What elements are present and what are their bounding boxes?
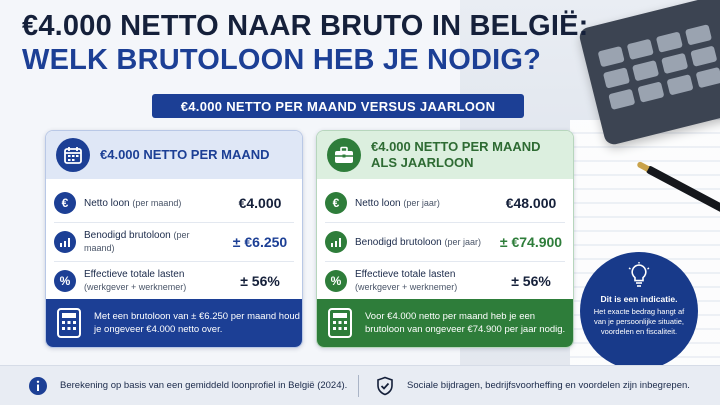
card-monthly-title: €4.000 NETTO PER MAAND (100, 147, 270, 162)
divider (325, 222, 565, 223)
subtitle-banner: €4.000 NETTO PER MAAND VERSUS JAARLOON (152, 94, 524, 118)
row-label-period: (werkgever + werknemer) (355, 281, 458, 292)
row-netto-monthly: € Netto loon (per maand) €4.000 (46, 185, 302, 221)
row-lasten-monthly: % Effectieve totale lasten (werkgever + w… (46, 263, 302, 299)
card-monthly-header: €4.000 NETTO PER MAAND (46, 131, 302, 179)
row-label: Benodigd brutoloon (355, 236, 442, 248)
row-bruto-monthly: Benodigd brutoloon (per maand) ± €6.250 (46, 224, 302, 260)
row-label: Effectieve totale lasten (84, 268, 185, 280)
card-yearly-title: €4.000 NETTO PER MAAND ALS JAARLOON (371, 139, 541, 170)
page-title-line-1: €4.000 NETTO NAAR BRUTO IN BELGIË: (22, 10, 589, 42)
divider (54, 222, 294, 223)
calculator-icon (57, 308, 81, 338)
row-label: Netto loon (355, 197, 401, 209)
row-netto-yearly: € Netto loon (per jaar) €48.000 (317, 185, 573, 221)
bottom-bar: Berekening op basis van een gemiddeld lo… (0, 365, 720, 405)
card-yearly-header: €4.000 NETTO PER MAAND ALS JAARLOON (317, 131, 573, 179)
indication-badge: Dit is een indicatie. Het exacte bedrag … (580, 252, 698, 370)
indication-title: Dit is een indicatie. (600, 294, 678, 304)
bottom-divider (358, 374, 359, 397)
info-icon (29, 376, 47, 395)
bottom-note-calculation: Berekening op basis van een gemiddeld lo… (28, 376, 358, 396)
row-label-period: (per jaar) (444, 236, 482, 247)
card-yearly: €4.000 NETTO PER MAAND ALS JAARLOON € Ne… (316, 130, 574, 348)
row-value: €48.000 (505, 195, 557, 211)
row-label-period: (werkgever + werknemer) (84, 281, 187, 292)
row-lasten-yearly: % Effectieve totale lasten (werkgever + w… (317, 263, 573, 299)
row-label: Benodigd brutoloon (84, 230, 171, 241)
euro-icon: € (325, 192, 347, 214)
bottom-note-right-text: Sociale bijdragen, bedrijfsvoorheffing e… (407, 380, 690, 391)
calendar-icon (56, 138, 90, 172)
divider (325, 261, 565, 262)
row-value: ± 56% (511, 273, 551, 289)
row-bruto-yearly: Benodigd brutoloon (per jaar) ± €74.900 (317, 224, 573, 260)
euro-icon: € (54, 192, 76, 214)
card-yearly-footer-text: Voor €4.000 netto per maand heb je een b… (365, 311, 566, 335)
row-value: ± 56% (240, 273, 280, 289)
calculator-icon (328, 308, 352, 338)
row-value: €4.000 (238, 195, 282, 211)
bottom-note-contributions: Sociale bijdragen, bedrijfsvoorheffing e… (375, 376, 690, 396)
divider (54, 261, 294, 262)
row-label-period: (per maand) (84, 230, 190, 253)
row-value: ± €6.250 (232, 234, 288, 250)
lightbulb-icon (628, 262, 650, 287)
briefcase-icon (327, 138, 361, 172)
percent-icon: % (325, 270, 347, 292)
percent-icon: % (54, 270, 76, 292)
card-monthly: €4.000 NETTO PER MAAND € Netto loon (per… (45, 130, 303, 348)
row-label: Netto loon (84, 197, 130, 209)
indication-text: Het exacte bedrag hangt af van je persoo… (593, 307, 685, 336)
card-yearly-footer: Voor €4.000 netto per maand heb je een b… (317, 299, 573, 347)
growth-chart-icon (325, 231, 347, 253)
row-label-period: (per maand) (132, 197, 182, 208)
shield-check-icon (377, 376, 393, 395)
row-value: ± €74.900 (499, 234, 563, 250)
growth-chart-icon (54, 231, 76, 253)
card-monthly-footer-text: Met een brutoloon van ± €6.250 per maand… (94, 311, 300, 335)
card-monthly-footer: Met een brutoloon van ± €6.250 per maand… (46, 299, 302, 347)
bottom-note-left-text: Berekening op basis van een gemiddeld lo… (60, 380, 348, 391)
page-title-line-2: WELK BRUTOLOON HEB JE NODIG? (22, 44, 542, 76)
row-label-period: (per jaar) (403, 197, 440, 208)
row-label: Effectieve totale lasten (355, 268, 456, 280)
